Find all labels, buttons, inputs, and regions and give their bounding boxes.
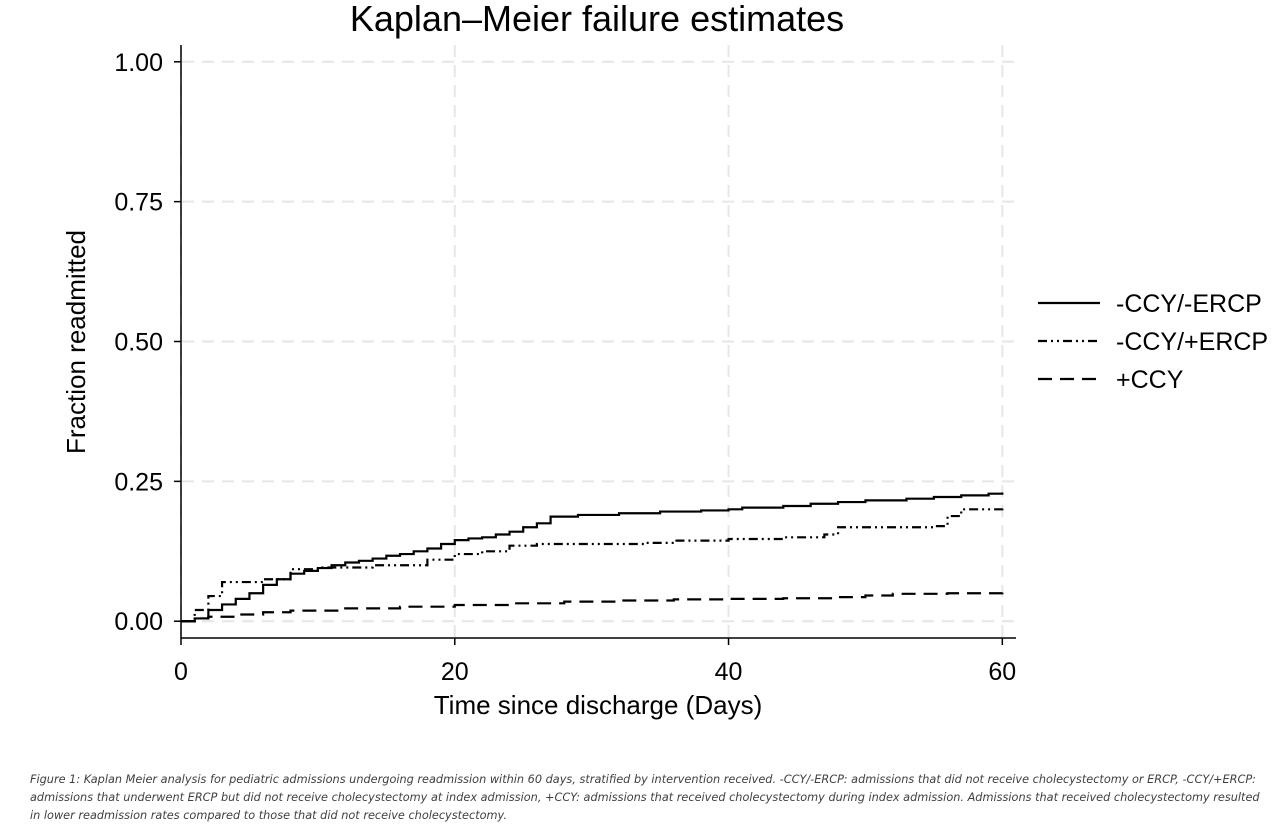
y-tick-label: 0.00 — [114, 608, 163, 636]
x-axis-title: Time since discharge (Days) — [434, 690, 762, 720]
axes — [174, 45, 1016, 645]
y-tick-label: 0.75 — [114, 189, 163, 217]
legend: -CCY/-ERCP -CCY/+ERCP +CCY — [1038, 290, 1268, 394]
y-tick-label: 0.25 — [114, 468, 163, 496]
grid-lines — [180, 45, 1016, 637]
figure-caption: Figure 1: Kaplan Meier analysis for pedi… — [30, 773, 1260, 822]
legend-label-ccy-ercp: -CCY/-ERCP — [1116, 290, 1262, 318]
legend-label-ccy-ercp: -CCY/+ERCP — [1116, 328, 1268, 356]
kaplan-meier-chart: Kaplan–Meier failure estimates 0.000.250… — [61, 0, 1268, 720]
y-tick-label: 0.50 — [114, 329, 163, 357]
legend-label-ccy: +CCY — [1116, 366, 1184, 394]
x-tick-label: 60 — [988, 658, 1016, 686]
x-tick-label: 0 — [174, 658, 188, 686]
x-tick-label: 20 — [441, 658, 469, 686]
y-tick-label: 1.00 — [114, 49, 163, 77]
survival-curves — [181, 492, 1004, 623]
tick-labels: 0.00 0.25 0.50 0.75 1.00 0 20 40 60 — [114, 49, 1016, 686]
curve-ccy — [181, 592, 1004, 623]
x-tick-label: 40 — [715, 658, 743, 686]
curve-ccy-ercp — [181, 492, 1004, 623]
curve-ccy-ercp — [181, 506, 1004, 623]
chart-title: Kaplan–Meier failure estimates — [350, 0, 844, 39]
y-axis-title: Fraction readmitted — [61, 230, 91, 454]
